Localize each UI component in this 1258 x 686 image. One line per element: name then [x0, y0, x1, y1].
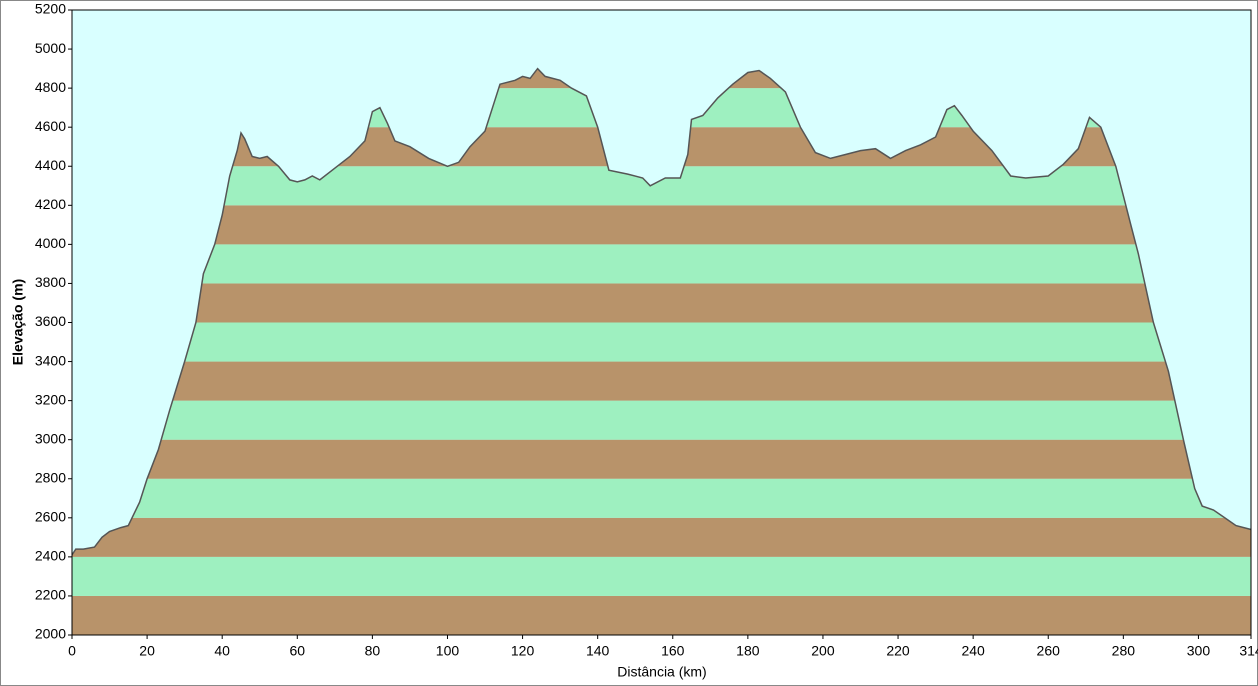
y-tick-label: 4800: [35, 79, 66, 95]
y-tick-label: 3600: [35, 313, 66, 329]
elevation-band: [72, 322, 1251, 362]
elevation-band: [72, 595, 1251, 635]
y-tick-label: 4200: [35, 196, 66, 212]
elevation-band: [72, 244, 1251, 284]
elevation-band: [72, 283, 1251, 323]
y-tick-label: 2800: [35, 469, 66, 485]
elevation-band: [72, 439, 1251, 479]
y-tick-label: 5000: [35, 40, 66, 56]
x-tick-label: 100: [436, 643, 460, 659]
x-tick-label: 240: [961, 643, 985, 659]
y-tick-label: 4600: [35, 118, 66, 134]
x-tick-label: 280: [1112, 643, 1136, 659]
x-tick-label: 40: [214, 643, 230, 659]
x-tick-label: 220: [886, 643, 910, 659]
x-axis-label: Distância (km): [617, 664, 706, 680]
elevation-band: [72, 556, 1251, 596]
y-tick-label: 3400: [35, 352, 66, 368]
y-tick-label: 3000: [35, 430, 66, 446]
x-tick-label: 300: [1187, 643, 1211, 659]
elevation-band: [72, 205, 1251, 245]
elevation-band: [72, 400, 1251, 440]
x-tick-label: 120: [511, 643, 535, 659]
x-tick-label: 314: [1239, 643, 1258, 659]
y-tick-label: 2600: [35, 509, 66, 525]
x-tick-label: 200: [811, 643, 835, 659]
x-tick-label: 80: [365, 643, 381, 659]
y-tick-label: 5200: [35, 1, 66, 17]
y-tick-label: 2400: [35, 548, 66, 564]
y-tick-label: 4400: [35, 157, 66, 173]
x-tick-label: 180: [736, 643, 760, 659]
x-tick-label: 60: [289, 643, 305, 659]
x-tick-label: 260: [1037, 643, 1061, 659]
elevation-band: [72, 361, 1251, 401]
x-tick-label: 140: [586, 643, 610, 659]
y-tick-label: 4000: [35, 235, 66, 251]
elevation-band: [72, 478, 1251, 518]
x-tick-label: 20: [139, 643, 155, 659]
elevation-profile: [71, 67, 1252, 556]
y-tick-label: 3200: [35, 391, 66, 407]
elevation-band: [72, 517, 1251, 557]
x-tick-label: 160: [661, 643, 685, 659]
y-tick-label: 2000: [35, 626, 66, 642]
y-tick-label: 2200: [35, 587, 66, 603]
x-tick-label: 0: [68, 643, 76, 659]
y-axis-label: Elevação (m): [10, 279, 26, 365]
y-tick-label: 3800: [35, 274, 66, 290]
